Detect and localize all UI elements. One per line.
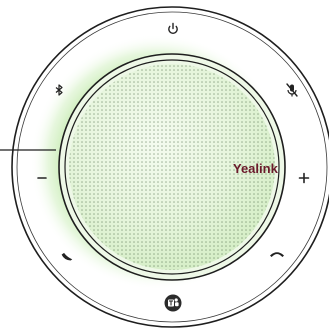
power-button[interactable]	[168, 22, 178, 35]
bluetooth-icon	[55, 84, 63, 96]
grille-inner-ring	[64, 59, 280, 275]
brand-logo: Yealink	[233, 161, 279, 176]
speaker-grille	[69, 64, 275, 270]
outer-ring-inner	[16, 11, 328, 323]
hangup-button[interactable]	[270, 252, 284, 257]
phone-hangup-icon	[270, 252, 284, 257]
mute-button[interactable]	[286, 83, 298, 97]
power-icon	[168, 22, 178, 35]
answer-call-button[interactable]	[61, 251, 73, 263]
mic-mute-icon	[286, 83, 298, 97]
teams-button[interactable]	[164, 294, 182, 312]
bluetooth-button[interactable]	[55, 84, 63, 96]
plus-icon	[298, 172, 310, 184]
teams-icon	[164, 294, 182, 312]
volume-up-button[interactable]	[298, 172, 310, 184]
phone-answer-icon	[61, 252, 73, 261]
